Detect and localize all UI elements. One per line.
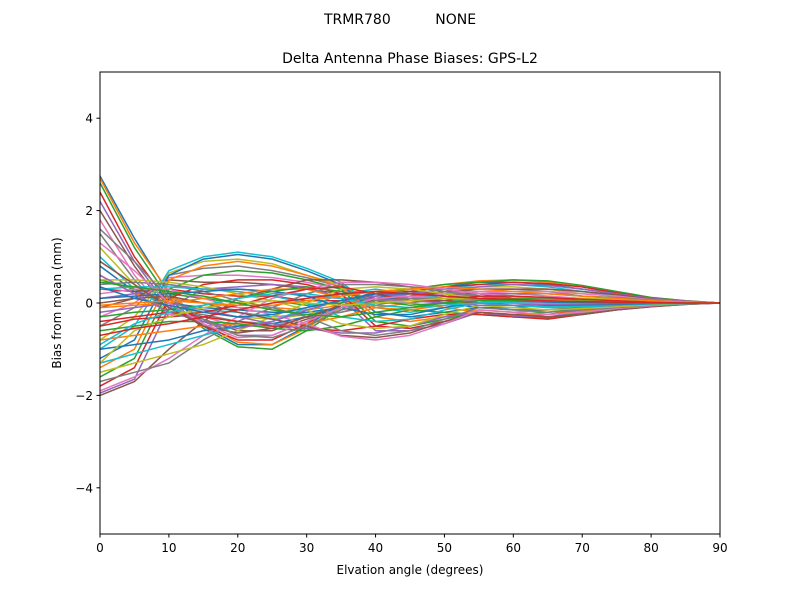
x-tick-label: 10: [161, 541, 176, 555]
y-axis-label: Bias from mean (mm): [50, 237, 64, 368]
series-line-40: [100, 286, 720, 323]
chart-title: Delta Antenna Phase Biases: GPS-L2: [282, 51, 538, 67]
x-axis-label: Elvation angle (degrees): [337, 563, 484, 577]
y-tick-label: 0: [85, 297, 93, 311]
axes-layer: 0 10 20 30 40 50 60 70 80 90 −4 −2 0 2 4: [75, 112, 727, 555]
series-line-54: [100, 290, 720, 337]
y-tick-label: −4: [75, 481, 93, 495]
series-layer: [100, 174, 720, 397]
series-line-39: [100, 279, 720, 330]
x-tick-label: 60: [506, 541, 521, 555]
series-line-41: [100, 288, 720, 316]
figure-suptitle: TRMR780 NONE: [323, 12, 476, 28]
x-tick-label: 80: [643, 541, 658, 555]
x-tick-label: 50: [437, 541, 452, 555]
x-tick-label: 90: [712, 541, 727, 555]
series-line-14: [100, 281, 720, 304]
y-tick-label: −2: [75, 389, 93, 403]
x-tick-label: 0: [96, 541, 104, 555]
x-tick-label: 20: [230, 541, 245, 555]
x-tick-label: 70: [575, 541, 590, 555]
series-line-52: [100, 286, 720, 307]
y-tick-label: 2: [85, 204, 93, 218]
y-tick-label: 4: [85, 112, 93, 126]
x-tick-label: 30: [299, 541, 314, 555]
plot-frame: [99, 71, 721, 535]
x-tick-label: 40: [368, 541, 383, 555]
